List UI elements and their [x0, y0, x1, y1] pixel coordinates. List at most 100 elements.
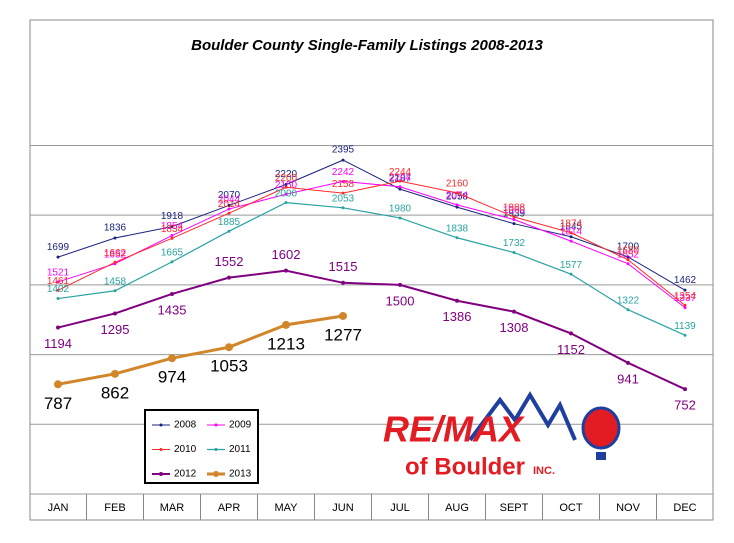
data-point — [341, 191, 345, 195]
data-point — [282, 320, 290, 329]
data-label: 1139 — [674, 321, 696, 332]
x-tick-label: OCT — [559, 502, 583, 514]
data-label: 1552 — [215, 254, 244, 269]
data-point — [56, 255, 60, 259]
data-point — [284, 268, 288, 273]
data-point — [56, 297, 60, 301]
data-point — [683, 387, 687, 392]
data-label: 974 — [158, 368, 186, 387]
data-label: 1308 — [500, 320, 529, 335]
data-label: 1435 — [158, 302, 187, 317]
data-point — [339, 311, 347, 320]
data-label: 1462 — [674, 275, 697, 286]
legend-marker — [159, 423, 163, 427]
data-point — [170, 260, 174, 264]
data-point — [569, 272, 573, 276]
data-point — [569, 239, 573, 243]
legend-label: 2010 — [174, 444, 197, 455]
x-tick-label: DEC — [673, 502, 696, 514]
data-point — [170, 291, 174, 296]
x-tick-label: JUL — [390, 502, 410, 514]
data-point — [227, 211, 231, 215]
data-label: 2244 — [389, 167, 412, 178]
data-label: 1969 — [503, 205, 526, 216]
data-label: 1602 — [272, 247, 301, 262]
x-tick-label: SEPT — [500, 502, 529, 514]
data-point — [512, 215, 516, 219]
data-point — [170, 234, 174, 238]
data-label: 1386 — [443, 309, 472, 324]
legend-marker — [159, 448, 163, 451]
data-point — [113, 260, 117, 264]
legend-marker — [159, 472, 163, 476]
data-point — [398, 187, 402, 191]
data-point — [111, 369, 119, 378]
legend-label: 2008 — [174, 420, 197, 431]
data-label: 1521 — [47, 268, 70, 279]
data-label: 1980 — [389, 204, 412, 215]
data-point — [341, 158, 345, 162]
data-point — [626, 255, 630, 259]
data-point — [455, 236, 459, 240]
data-label: 2053 — [332, 193, 355, 204]
data-label: 2204 — [389, 172, 412, 183]
data-label: 2090 — [275, 188, 298, 199]
data-label: 1988 — [503, 202, 526, 213]
series-line — [57, 202, 686, 336]
data-point — [168, 354, 176, 363]
data-label: 2158 — [332, 179, 355, 190]
data-point — [455, 205, 459, 209]
data-point — [284, 185, 288, 189]
data-point — [398, 216, 402, 220]
data-label: 2014 — [218, 199, 241, 210]
data-label: 1700 — [617, 242, 640, 253]
data-label: 2220 — [275, 169, 298, 180]
data-label: 2058 — [446, 192, 469, 203]
data-label: 2187 — [389, 174, 412, 185]
x-tick-label: MAY — [274, 502, 298, 514]
data-label: 1732 — [503, 238, 526, 249]
data-label: 2150 — [275, 180, 298, 191]
logo: RE/MAX of Boulder INC. — [383, 391, 621, 480]
data-point — [455, 191, 459, 195]
data-label: 1845 — [560, 221, 583, 232]
legend-marker — [213, 471, 219, 477]
data-point — [626, 258, 630, 262]
data-label: 1577 — [560, 260, 583, 271]
legend — [144, 409, 259, 484]
logo-basket — [596, 452, 606, 460]
data-label: 1874 — [560, 218, 583, 229]
data-label: 1939 — [503, 208, 526, 219]
legend-label: 2011 — [229, 444, 251, 455]
data-label: 1337 — [674, 293, 697, 304]
data-label: 1652 — [104, 249, 127, 260]
data-point — [56, 280, 60, 284]
data-point — [170, 225, 174, 229]
data-label: 1500 — [386, 293, 415, 308]
data-point — [455, 203, 459, 207]
series-line — [57, 159, 686, 291]
x-tick-label: JUN — [332, 502, 353, 514]
data-point — [455, 298, 459, 303]
data-label: 1834 — [161, 224, 184, 235]
data-label: 1680 — [617, 245, 640, 256]
data-label: 1295 — [101, 322, 130, 337]
data-point — [113, 236, 117, 240]
data-point — [113, 311, 117, 316]
logo-brand: RE/MAX — [383, 409, 525, 450]
x-tick-label: JAN — [48, 502, 69, 514]
data-point — [56, 325, 60, 330]
data-point — [683, 306, 687, 310]
data-label: 1053 — [210, 357, 248, 376]
data-label: 2242 — [332, 167, 355, 178]
data-point — [626, 308, 630, 312]
logo-balloon — [581, 406, 621, 450]
logo-mountains — [468, 391, 577, 442]
data-point — [227, 275, 231, 280]
data-point — [569, 231, 573, 235]
data-label: 1854 — [161, 221, 184, 232]
x-tick-label: NOV — [616, 502, 641, 514]
x-tick-label: FEB — [104, 502, 125, 514]
data-label: 752 — [674, 398, 696, 413]
